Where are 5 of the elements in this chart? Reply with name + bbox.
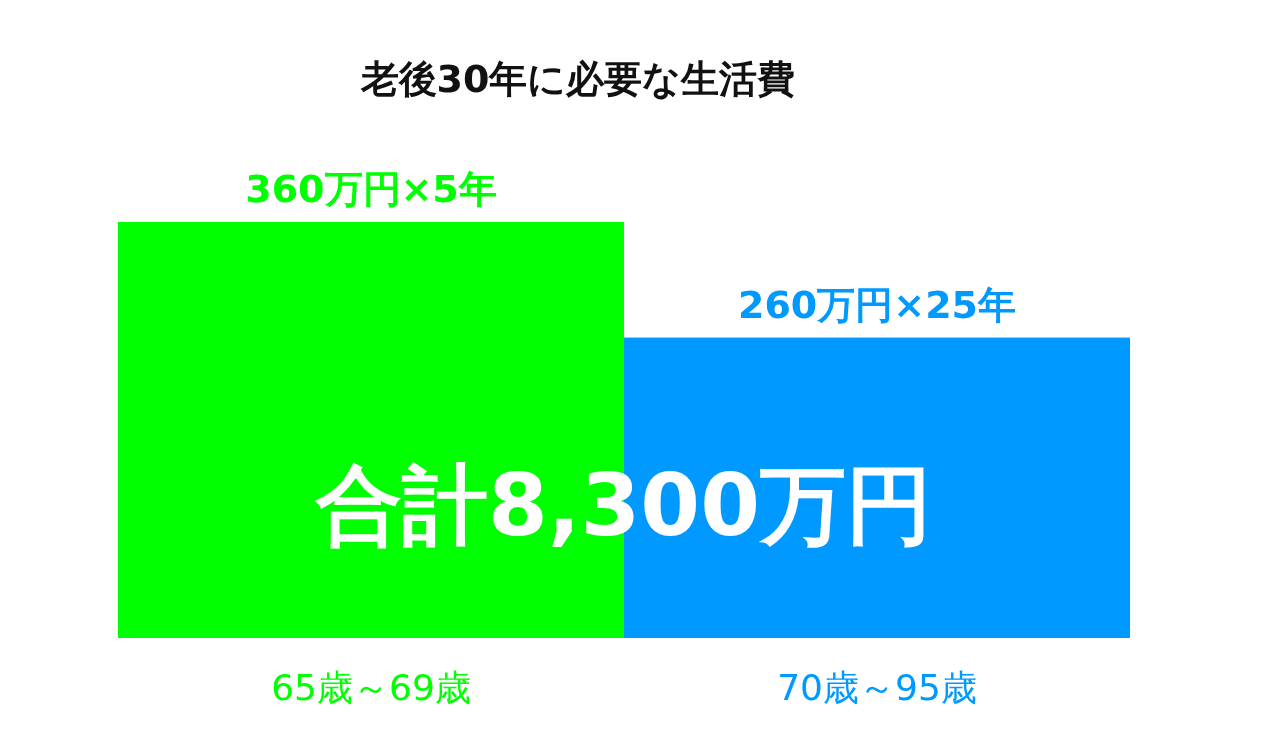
data-label: 260万円×25年 [737, 282, 1017, 327]
data-label: 360万円×5年 [245, 167, 497, 211]
x-tick-label: 70歳～95歳 [777, 667, 977, 708]
chart-title: 老後30年に必要な生活費 [359, 57, 796, 101]
x-tick-label: 65歳～69歳 [271, 667, 471, 708]
